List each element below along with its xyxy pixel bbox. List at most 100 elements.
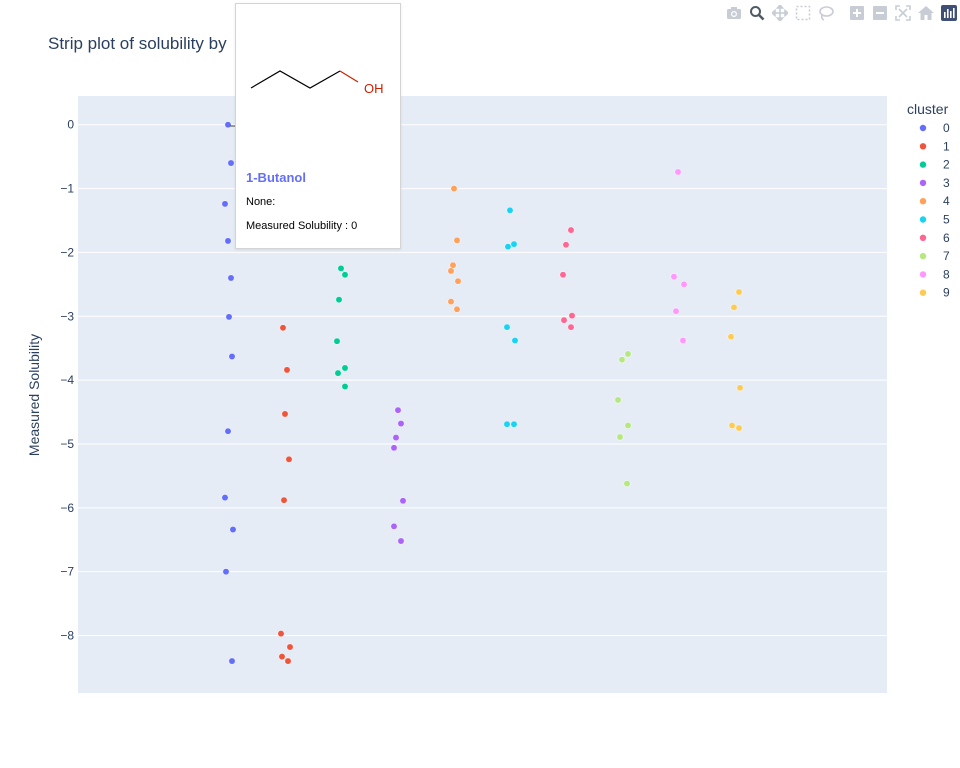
data-point-cluster-4[interactable]: [447, 267, 455, 275]
data-point-cluster-8[interactable]: [672, 307, 680, 315]
data-point-cluster-0[interactable]: [224, 121, 232, 129]
data-point-cluster-1[interactable]: [280, 496, 288, 504]
data-point-cluster-8[interactable]: [670, 273, 678, 281]
legend-marker: [919, 161, 927, 168]
legend-item-0[interactable]: 0: [919, 121, 950, 135]
data-point-cluster-6[interactable]: [567, 323, 575, 331]
data-point-cluster-0[interactable]: [225, 313, 233, 321]
data-point-cluster-1[interactable]: [285, 455, 293, 463]
data-point-cluster-0[interactable]: [222, 568, 230, 576]
legend-marker: [919, 271, 927, 278]
data-point-cluster-1[interactable]: [284, 657, 292, 665]
data-point-cluster-2[interactable]: [341, 271, 349, 279]
legend-marker: [919, 179, 927, 187]
legend-label: 8: [943, 267, 950, 281]
data-point-cluster-7[interactable]: [618, 356, 626, 364]
legend-item-2[interactable]: 2: [919, 158, 950, 172]
data-point-cluster-2[interactable]: [341, 364, 349, 372]
legend-marker: [919, 124, 927, 132]
data-point-cluster-7[interactable]: [614, 396, 622, 404]
data-point-cluster-0[interactable]: [228, 657, 236, 665]
data-point-cluster-9[interactable]: [730, 303, 738, 311]
data-point-cluster-4[interactable]: [454, 277, 462, 285]
legend-item-1[interactable]: 1: [919, 139, 950, 153]
data-point-cluster-6[interactable]: [559, 271, 567, 279]
data-point-cluster-5[interactable]: [503, 420, 511, 428]
data-point-cluster-3[interactable]: [392, 434, 400, 442]
pan-icon[interactable]: [768, 4, 791, 22]
data-point-cluster-1[interactable]: [281, 410, 289, 418]
data-point-cluster-5[interactable]: [510, 240, 518, 248]
data-point-cluster-0[interactable]: [221, 200, 229, 208]
data-point-cluster-1[interactable]: [283, 366, 291, 374]
data-point-cluster-0[interactable]: [229, 526, 237, 533]
data-point-cluster-2[interactable]: [335, 296, 343, 304]
zoom-out-icon[interactable]: [868, 4, 891, 22]
data-point-cluster-1[interactable]: [279, 324, 287, 332]
data-point-cluster-2[interactable]: [337, 264, 345, 272]
data-point-cluster-0[interactable]: [224, 237, 232, 245]
zoom-icon[interactable]: [745, 4, 768, 22]
data-point-cluster-7[interactable]: [616, 433, 624, 441]
data-point-cluster-4[interactable]: [447, 298, 455, 306]
reset-axes-icon[interactable]: [914, 4, 937, 22]
data-point-cluster-4[interactable]: [449, 261, 457, 269]
data-point-cluster-3[interactable]: [399, 497, 407, 505]
data-point-cluster-2[interactable]: [341, 383, 349, 390]
plotly-logo-icon[interactable]: [937, 4, 960, 22]
camera-icon[interactable]: [722, 4, 745, 22]
data-point-cluster-6[interactable]: [562, 241, 570, 249]
data-point-cluster-1[interactable]: [277, 630, 285, 638]
legend-item-9[interactable]: 9: [919, 286, 950, 300]
data-point-cluster-4[interactable]: [453, 236, 461, 244]
data-point-cluster-0[interactable]: [224, 427, 232, 435]
legend-item-4[interactable]: 4: [919, 194, 950, 208]
data-point-cluster-9[interactable]: [735, 424, 743, 432]
autoscale-icon[interactable]: [891, 4, 914, 22]
data-point-cluster-7[interactable]: [623, 480, 631, 488]
data-point-cluster-5[interactable]: [510, 420, 518, 428]
data-point-cluster-9[interactable]: [727, 333, 735, 341]
legend-item-8[interactable]: 8: [919, 267, 950, 281]
data-point-cluster-0[interactable]: [228, 353, 236, 360]
data-point-cluster-8[interactable]: [674, 168, 682, 176]
data-point-cluster-6[interactable]: [568, 312, 576, 320]
data-point-cluster-2[interactable]: [334, 369, 342, 377]
legend-label: 2: [943, 158, 950, 172]
legend-item-5[interactable]: 5: [919, 213, 950, 227]
data-point-cluster-9[interactable]: [736, 384, 744, 392]
data-point-cluster-3[interactable]: [390, 444, 398, 452]
data-point-cluster-5[interactable]: [504, 243, 512, 251]
legend-item-6[interactable]: 6: [919, 231, 950, 245]
box-select-icon[interactable]: [791, 4, 814, 22]
data-point-cluster-9[interactable]: [735, 288, 743, 296]
data-point-cluster-5[interactable]: [506, 206, 514, 214]
data-point-cluster-8[interactable]: [679, 337, 687, 344]
data-point-cluster-4[interactable]: [450, 185, 458, 193]
data-point-cluster-0[interactable]: [227, 274, 235, 282]
data-point-cluster-3[interactable]: [394, 406, 402, 414]
legend-marker: [919, 252, 927, 260]
data-point-cluster-6[interactable]: [567, 226, 575, 234]
data-point-cluster-3[interactable]: [390, 522, 398, 530]
legend-item-3[interactable]: 3: [919, 176, 950, 190]
data-point-cluster-1[interactable]: [286, 643, 294, 651]
data-point-cluster-5[interactable]: [503, 323, 511, 331]
data-point-cluster-2[interactable]: [333, 337, 341, 345]
data-point-cluster-9[interactable]: [728, 422, 736, 429]
zoom-in-icon[interactable]: [845, 4, 868, 22]
data-point-cluster-0[interactable]: [221, 494, 229, 502]
plot-area[interactable]: [78, 96, 887, 693]
data-point-cluster-6[interactable]: [560, 316, 568, 324]
data-point-cluster-3[interactable]: [397, 537, 405, 545]
data-point-cluster-7[interactable]: [624, 422, 632, 429]
data-point-cluster-4[interactable]: [453, 305, 461, 313]
data-point-cluster-8[interactable]: [680, 280, 688, 288]
data-point-cluster-5[interactable]: [511, 337, 519, 344]
legend-item-7[interactable]: 7: [919, 249, 950, 263]
data-point-cluster-1[interactable]: [278, 653, 286, 661]
data-point-cluster-7[interactable]: [624, 350, 632, 358]
lasso-icon[interactable]: [814, 4, 837, 22]
data-point-cluster-0[interactable]: [227, 159, 235, 167]
data-point-cluster-3[interactable]: [397, 420, 405, 428]
